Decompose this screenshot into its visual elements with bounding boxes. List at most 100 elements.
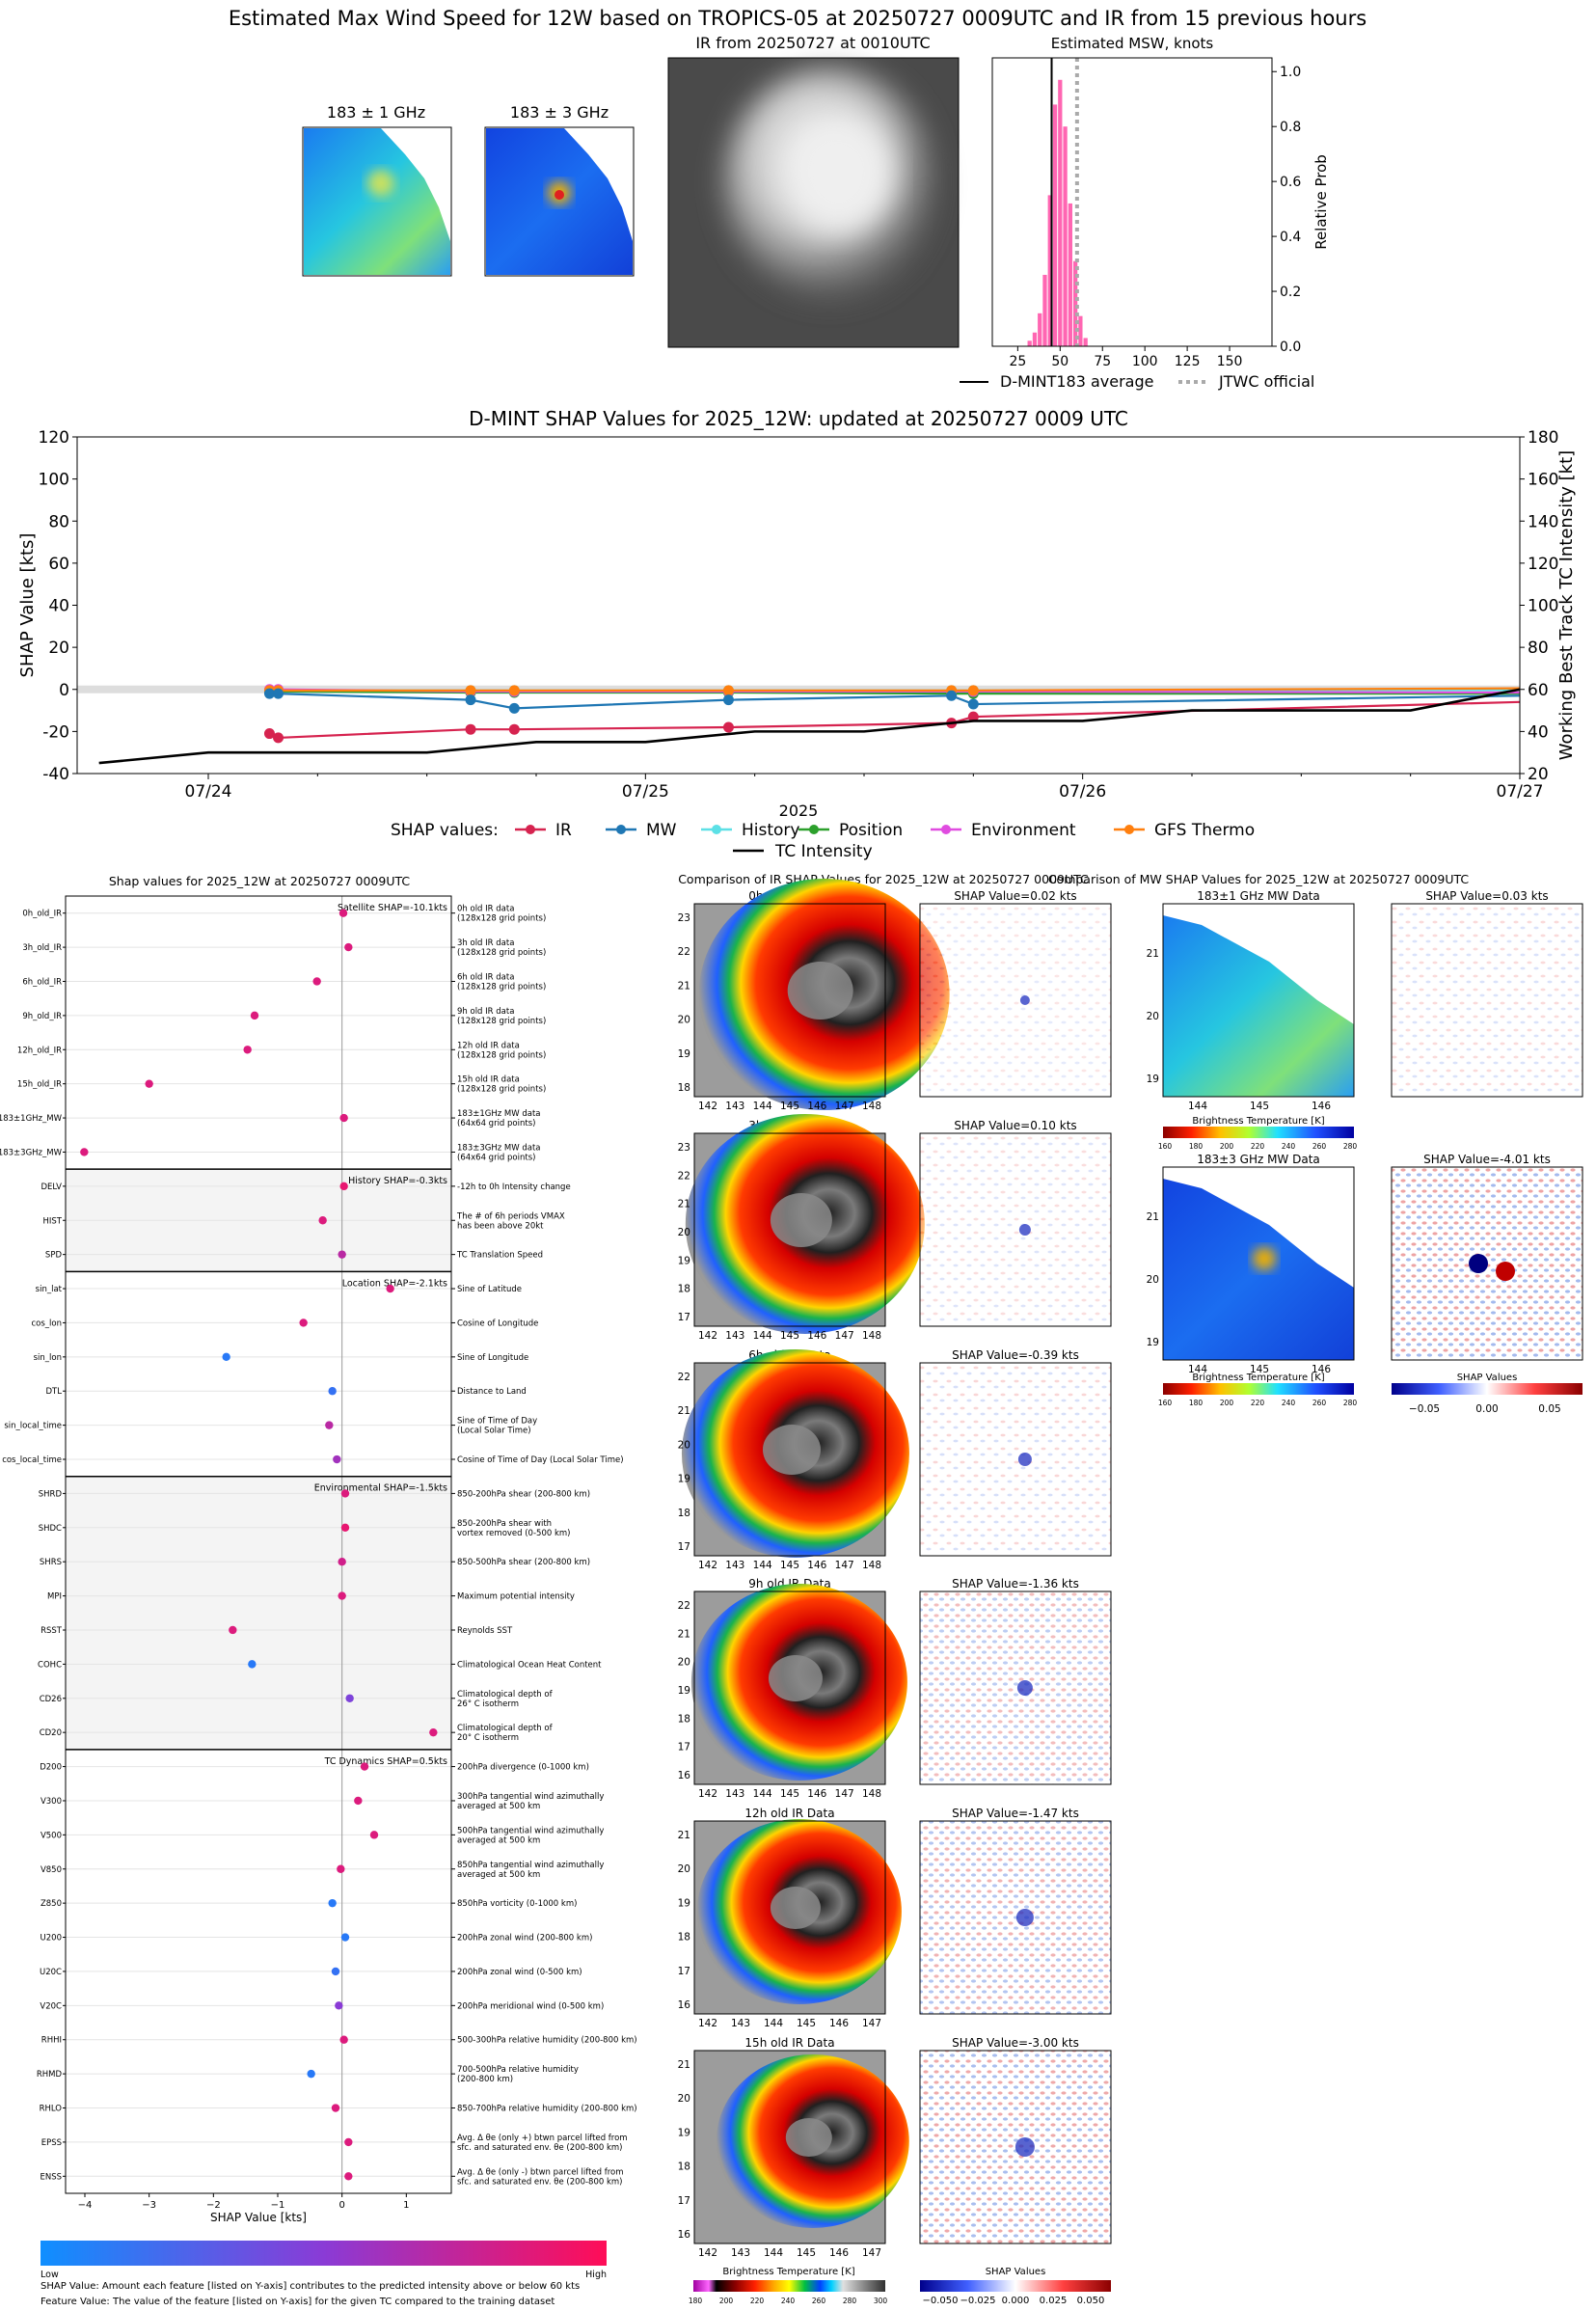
- ir-xtick-label: 145: [780, 1330, 799, 1342]
- feat-name-label: 183±3GHz_MW: [0, 1148, 63, 1157]
- feat-description-label: Sine of Longitude: [457, 1353, 528, 1363]
- feat-description-label: averaged at 500 km: [457, 1802, 540, 1811]
- feat-name-label: SHDC: [39, 1524, 62, 1534]
- ir-ytick-label: 18: [678, 2161, 690, 2173]
- ir-xtick-label: 144: [753, 1330, 772, 1342]
- ir-bt-tick: 240: [781, 2297, 796, 2305]
- feat-shap-point: [339, 1113, 348, 1123]
- ir-data-title: 12h old IR Data: [744, 1807, 834, 1820]
- ir-ytick-label: 20: [678, 1657, 690, 1669]
- ir-shap-frame: [919, 1362, 1112, 1557]
- footnote-1: SHAP Value: Amount each feature [listed …: [41, 2281, 580, 2292]
- ir-xtick-label: 146: [807, 1560, 826, 1571]
- feat-xtick-label: −4: [78, 2200, 93, 2211]
- feat-name-label: sin_lon: [34, 1353, 62, 1363]
- feat-description-label: (64x64 grid points): [457, 1119, 535, 1128]
- feat-name-label: V300: [41, 1797, 62, 1807]
- mw-ytick-label: 19: [1147, 1074, 1159, 1085]
- feat-shap-point: [369, 1831, 379, 1839]
- mw-ytick-label: 20: [1147, 1274, 1159, 1286]
- ir-xtick-label: 143: [731, 2018, 750, 2029]
- ir-xtick-label: 146: [807, 1330, 826, 1342]
- feat-name-label: 9h_old_IR: [22, 1012, 62, 1021]
- mw-data-warm-spot: [1253, 1247, 1276, 1270]
- feat-description-label: sfc. and saturated env. θe (200-800 km): [457, 2143, 623, 2153]
- ir-xtick-label: 142: [698, 2247, 717, 2259]
- ir-xtick-label: 142: [698, 1788, 717, 1800]
- ir-shap-frame: [919, 2050, 1112, 2244]
- ir-data-frame: [693, 1591, 886, 1785]
- ts-series-point: [508, 723, 520, 735]
- feat-description-label: 500hPa tangential wind azimuthally: [457, 1826, 604, 1835]
- mw-shap-colorbar: [1392, 1383, 1582, 1395]
- mw-data-title: 183±1 GHz MW Data: [1197, 889, 1320, 903]
- ir-shap-colorbar-label: SHAP Values: [986, 2267, 1046, 2277]
- ts-series-point: [967, 685, 979, 696]
- mw-comparison-panels: Comparison of MW SHAP Values for 2025_12…: [1048, 872, 1583, 1415]
- feat-description-label: (128x128 grid points): [457, 1085, 546, 1095]
- feat-name-label: sin_local_time: [4, 1422, 62, 1431]
- feat-description-label: Climatological depth of: [457, 1690, 554, 1699]
- feat-shap-point: [80, 1148, 89, 1156]
- mw-bt-tick: 180: [1189, 1399, 1204, 1407]
- mw-shap-frame: [1391, 1166, 1583, 1361]
- ts-y2tick-label: 180: [1528, 428, 1558, 448]
- ts-y2tick-label: 40: [1528, 722, 1549, 742]
- ir-ytick-label: 17: [678, 1541, 690, 1553]
- ir-panels-title: Comparison of IR SHAP Values for 2025_12…: [678, 872, 1089, 886]
- ts-legend-marker: [941, 825, 951, 834]
- feature-shap-chart: Shap values for 2025_12W at 20250727 000…: [0, 874, 637, 2280]
- ir-xtick-label: 144: [753, 1560, 772, 1571]
- ir-ytick-label: 20: [678, 1227, 690, 1238]
- feat-group-shade: [66, 1476, 451, 1750]
- ir-xtick-label: 145: [780, 1560, 799, 1571]
- ir-xtick-label: 143: [725, 1560, 744, 1571]
- ts-series-point: [946, 690, 958, 701]
- mw-shap-tick: 0.00: [1475, 1403, 1498, 1415]
- hist-ytick-label: 0.0: [1280, 340, 1301, 355]
- feat-description-label: has been above 20kt: [457, 1221, 544, 1231]
- feat-name-label: 15h_old_IR: [17, 1080, 62, 1090]
- feat-description-label: 3h old IR data: [457, 938, 514, 948]
- ir-shap-image: [920, 1591, 1111, 1784]
- feat-shap-point: [344, 2137, 353, 2147]
- feat-name-label: 183±1GHz_MW: [0, 1114, 63, 1124]
- mw1-thumb-title: 183 ± 1 GHz: [327, 103, 425, 122]
- ts-series-point: [722, 685, 734, 696]
- feat-description-label: 20° C isotherm: [457, 1733, 519, 1743]
- ir-xtick-label: 146: [829, 2247, 849, 2259]
- mw-shap-image: [1392, 904, 1582, 1097]
- feat-shap-point: [386, 1284, 394, 1293]
- ir-xtick-label: 145: [780, 1788, 799, 1800]
- mw-bt-tick: 200: [1220, 1399, 1234, 1407]
- ir-ytick-label: 18: [678, 1713, 690, 1725]
- mw-shap-title: SHAP Value=0.03 kts: [1425, 889, 1548, 903]
- feat-description-label: 26° C isotherm: [457, 1699, 519, 1709]
- mw-ytick-label: 21: [1147, 1211, 1159, 1223]
- ts-ytick-label: 40: [48, 597, 69, 616]
- ir-ytick-label: 22: [678, 1372, 690, 1383]
- mw-bt-tick: 240: [1282, 1399, 1296, 1407]
- ts-ytick-label: -40: [42, 765, 69, 784]
- ir-bt-tick: 180: [689, 2297, 703, 2305]
- feat-shap-point: [344, 2172, 353, 2181]
- feat-description-label: (128x128 grid points): [457, 1017, 546, 1026]
- ts-legend-label: Position: [839, 821, 903, 840]
- hist-xtick-label: 25: [1009, 354, 1026, 369]
- feat-description-label: 6h old IR data: [457, 972, 514, 982]
- feat-description-label: 850-200hPa shear (200-800 km): [457, 1489, 590, 1499]
- ir-shap-title: SHAP Value=0.10 kts: [954, 1119, 1076, 1132]
- feat-name-label: COHC: [38, 1660, 62, 1670]
- ir-shap-frame: [919, 903, 1112, 1098]
- feat-group-label: Location SHAP=-2.1kts: [342, 1278, 447, 1289]
- feat-group-label: History SHAP=-0.3kts: [348, 1176, 447, 1186]
- ts-legend-marker: [712, 825, 721, 834]
- mw-panels-title: Comparison of MW SHAP Values for 2025_12…: [1048, 872, 1470, 886]
- feat-name-label: D200: [40, 1763, 62, 1773]
- ir-shap-title: SHAP Value=-1.47 kts: [952, 1807, 1079, 1820]
- hist-xtick-label: 75: [1094, 354, 1111, 369]
- feat-name-label: RSST: [41, 1626, 63, 1636]
- feat-description-label: 183±1GHz MW data: [457, 1109, 540, 1119]
- mw-data-title: 183±3 GHz MW Data: [1197, 1153, 1320, 1166]
- feat-name-label: RHLO: [40, 2105, 63, 2114]
